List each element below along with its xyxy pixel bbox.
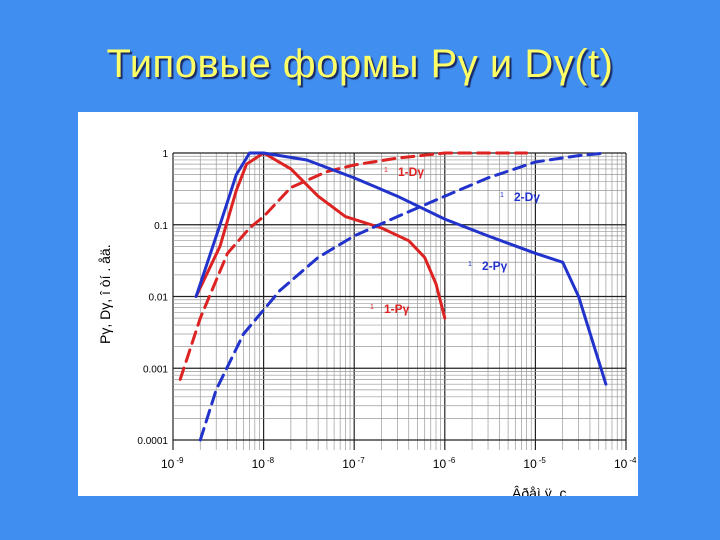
y-tick-label: 1: [162, 149, 168, 160]
chart-panel: 1 0.1 0.01 0.001 0.0001 10 -9 10 -8 10 -7 10 -6 10 -5…: [78, 112, 638, 501]
x-tick-label: 10 -7: [342, 456, 365, 471]
x-tick-label: 10 -8: [252, 456, 275, 471]
y-tick-label: 0.1: [154, 221, 168, 232]
y-tick-labels: 1 0.1 0.01 0.001 0.0001: [137, 149, 168, 447]
annotation-label: 2-Pγ: [482, 259, 508, 273]
annotation-label: 2-Dγ: [514, 190, 540, 204]
curve-1-Pγ: [194, 151, 447, 320]
chart-curves: [178, 151, 608, 442]
annotation-marker: 1: [370, 304, 374, 311]
x-tick-label: 10 -4: [614, 456, 637, 471]
y-tick-label: 0.01: [149, 293, 169, 304]
curve-2-Dγ: [198, 151, 608, 442]
x-tick-label: 10 -6: [433, 456, 456, 471]
curve-1-Dγ: [178, 151, 529, 381]
y-axis-label: Pγ, Dγ, î òí . åä.: [97, 244, 113, 344]
x-tick-labels: 10 -9 10 -8 10 -7 10 -6 10 -5 10 -4: [161, 456, 637, 471]
annotation-label: 1-Pγ: [384, 302, 410, 316]
x-tick-label: 10 -9: [161, 456, 184, 471]
curve-annotations: 1 1-Dγ 1 2-Dγ 1 2-Pγ 1 1-Pγ: [370, 165, 540, 316]
slide-title: Типовые формы Pγ и Dγ(t): [106, 42, 614, 86]
x-tick-label: 10 -5: [523, 456, 546, 471]
annotation-marker: 1: [384, 167, 388, 174]
annotation-label: 1-Dγ: [398, 165, 424, 179]
curve-2-Pγ: [194, 151, 608, 386]
chart-grid: [172, 152, 627, 450]
chart-svg: 1 0.1 0.01 0.001 0.0001 10 -9 10 -8 10 -7 10 -6 10 -5…: [97, 149, 637, 501]
y-tick-label: 0.0001: [137, 436, 168, 447]
x-axis-label: Âðåì ÿ, c: [512, 485, 566, 496]
annotation-marker: 1: [468, 261, 472, 268]
y-tick-label: 0.001: [143, 364, 168, 375]
annotation-marker: 1: [500, 192, 504, 199]
